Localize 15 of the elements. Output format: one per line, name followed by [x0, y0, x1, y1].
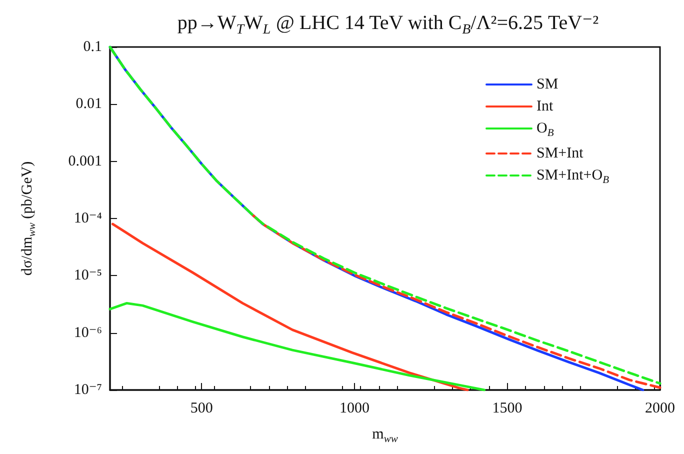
y-tick-label: 0.1	[83, 39, 102, 55]
y-tick-label: 10⁻⁶	[74, 324, 102, 341]
x-tick-label: 1500	[492, 400, 522, 416]
x-tick-label: 1000	[339, 400, 370, 416]
y-axis-title: dσ/dmww (pb/GeV)	[20, 161, 38, 276]
y-tick-label: 10⁻⁵	[74, 268, 102, 284]
y-tick-label: 0.01	[76, 96, 102, 112]
y-tick-label: 10⁻⁷	[74, 382, 102, 398]
y-tick-label: 10⁻⁴	[74, 210, 102, 226]
legend-label: SM	[536, 76, 558, 92]
legend-label: SM+Int	[536, 146, 584, 162]
x-tick-label: 2000	[645, 400, 675, 416]
legend-label: Int	[536, 98, 554, 114]
y-tick-label: 0.001	[68, 153, 102, 170]
x-tick-label: 500	[190, 400, 213, 416]
